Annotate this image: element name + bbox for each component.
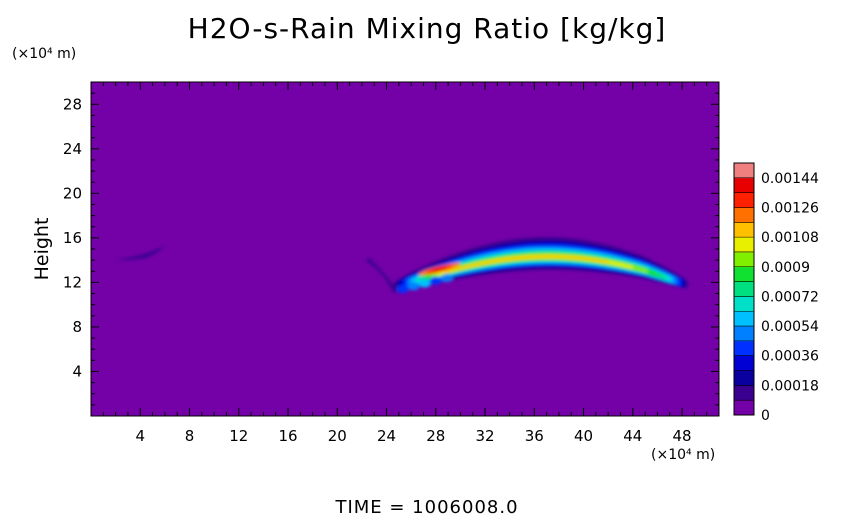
colorbar-swatch: [734, 177, 754, 194]
x-tick-label: 48: [673, 427, 692, 445]
colorbar-swatch: [734, 266, 754, 282]
colorbar-swatch: [734, 340, 754, 357]
colorbar-swatch: [734, 385, 754, 401]
y-tick-label: 16: [63, 229, 82, 247]
colorbar-swatch: [734, 192, 754, 208]
colorbar-frame: [733, 162, 755, 416]
colorbar-label: 0.0009: [761, 260, 810, 276]
heatmap-patch: [115, 245, 165, 260]
colorbar-swatch: [734, 296, 754, 312]
colorbar-label: 0.00054: [761, 319, 819, 335]
heatmap-fringe: [429, 276, 442, 285]
x-tick-label: 12: [229, 427, 248, 445]
y-tick-label: 28: [63, 95, 82, 113]
heatmap-wisp: [365, 257, 398, 294]
colorbar-swatch: [734, 163, 754, 179]
y-tick-labels: 4 8 12 16 20 24 28: [63, 95, 82, 380]
colorbar-swatch: [734, 251, 754, 268]
axis-ticks: [91, 82, 719, 416]
heatmap-contour: [444, 255, 609, 274]
heatmap-fringe: [396, 285, 409, 294]
heatmap-fringe: [440, 273, 453, 282]
colorbar-label: 0.00126: [761, 201, 819, 217]
colorbar-label: 0.00072: [761, 289, 819, 305]
heatmap-fringe: [407, 282, 420, 291]
heatmap-field: [115, 237, 689, 294]
colorbar-swatch: [734, 207, 754, 223]
y-tick-label: 8: [72, 318, 82, 336]
colorbar-swatch: [734, 281, 754, 297]
x-tick-label: 32: [475, 427, 494, 445]
x-tick-labels: 4 8 12 16 20 24 28 32 36 40 44 48: [135, 427, 691, 445]
colorbar-label: 0.00036: [761, 349, 819, 365]
x-tick-label: 36: [525, 427, 544, 445]
colorbar-swatch: [734, 355, 754, 371]
colorbar-swatch: [734, 311, 754, 327]
colorbar-swatch: [734, 326, 754, 342]
x-tick-label: 24: [377, 427, 396, 445]
y-tick-label: 20: [63, 184, 82, 202]
colorbar-label: 0.00144: [761, 171, 819, 187]
x-tick-label: 40: [574, 427, 593, 445]
x-unit-label: (×10⁴ m): [651, 447, 716, 463]
colorbar-label: 0.00018: [761, 378, 819, 394]
time-label: TIME = 1006008.0: [335, 497, 519, 518]
plot-area: [91, 82, 719, 416]
x-tick-label: 16: [278, 427, 297, 445]
x-tick-label: 44: [623, 427, 642, 445]
y-axis-label: Height: [31, 218, 53, 281]
heatmap-core: [432, 266, 447, 272]
chart-title: H2O-s-Rain Mixing Ratio [kg/kg]: [187, 12, 667, 45]
y-tick-label: 4: [72, 362, 82, 380]
x-tick-label: 4: [135, 427, 145, 445]
colorbar-swatch: [734, 370, 754, 386]
heatmap-fringe: [418, 279, 431, 288]
colorbar-swatch: [734, 237, 754, 253]
x-tick-label: 8: [185, 427, 195, 445]
colorbar-label: 0: [761, 408, 770, 424]
colorbar-label: 0.00108: [761, 230, 819, 246]
colorbar-swatch: [734, 400, 754, 416]
colorbar: 0 0.00018 0.00036 0.00054 0.00072 0.0009 0.001…: [733, 162, 819, 424]
x-tick-label: 20: [328, 427, 347, 445]
y-unit-label: (×10⁴ m): [12, 46, 77, 62]
x-tick-label: 28: [426, 427, 445, 445]
y-tick-label: 24: [63, 140, 82, 158]
y-tick-label: 12: [63, 273, 82, 291]
colorbar-swatch: [734, 222, 754, 238]
